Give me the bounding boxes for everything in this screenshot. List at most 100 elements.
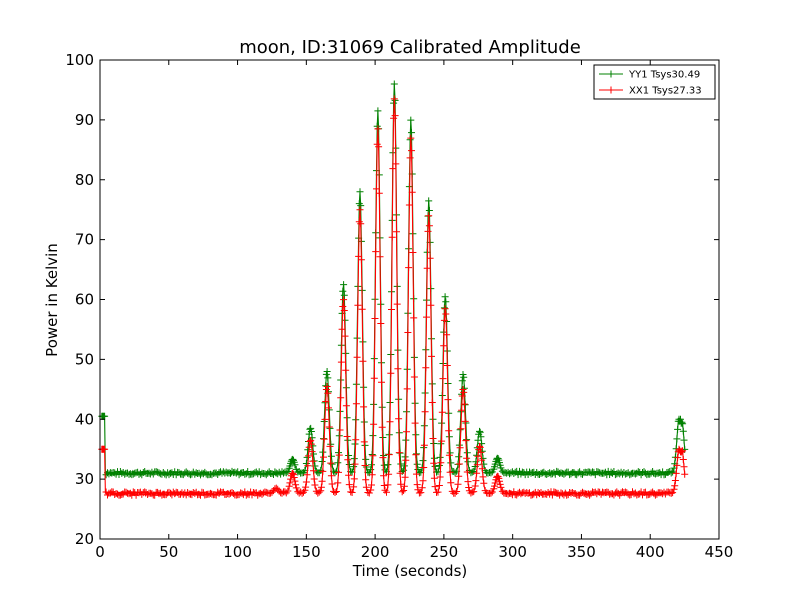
data-point: [410, 314, 418, 322]
data-point: [674, 454, 682, 462]
data-point: [679, 456, 687, 463]
data-point: [674, 425, 682, 433]
legend: YY1 Tsys30.49 XX1 Tsys27.33: [593, 64, 716, 100]
data-point: [320, 435, 328, 443]
data-point: [222, 468, 230, 476]
data-point: [295, 468, 303, 475]
data-point: [677, 448, 685, 456]
data-point: [112, 490, 120, 497]
data-point: [385, 470, 393, 478]
data-point: [370, 420, 378, 428]
data-point: [419, 477, 427, 485]
data-point: [651, 470, 659, 478]
data-point: [389, 165, 397, 173]
data-point: [558, 490, 566, 498]
data-point: [459, 386, 467, 393]
data-point: [455, 472, 463, 480]
data-point: [285, 482, 293, 490]
data-point: [171, 468, 179, 476]
data-point: [371, 315, 379, 322]
data-point: [586, 491, 594, 499]
data-point: [292, 481, 300, 489]
y-tick-label: 80: [75, 171, 94, 189]
data-point: [352, 436, 360, 444]
data-point: [496, 477, 503, 485]
data-point: [357, 256, 365, 264]
data-point: [320, 453, 327, 461]
data-point: [234, 468, 242, 476]
x-tick-label: 150: [292, 543, 321, 561]
data-point: [497, 483, 505, 491]
data-point: [307, 424, 315, 432]
data-point: [373, 185, 380, 193]
x-tick-label: 350: [567, 543, 596, 561]
data-point: [672, 469, 680, 477]
data-point: [420, 464, 428, 471]
x-tick-label: 400: [636, 543, 665, 561]
data-point: [408, 147, 415, 155]
data-point: [302, 478, 310, 486]
data-point: [440, 342, 448, 350]
y-tick-label: 20: [75, 530, 94, 548]
data-point: [317, 483, 325, 491]
data-point: [327, 452, 335, 460]
data-point: [664, 488, 672, 496]
data-point: [101, 445, 109, 453]
data-point: [303, 471, 311, 479]
data-point: [343, 433, 351, 440]
data-point: [667, 489, 675, 497]
data-point: [272, 469, 280, 477]
data-point: [639, 469, 646, 476]
data-point: [323, 383, 331, 390]
data-point: [442, 310, 450, 318]
data-point: [463, 449, 471, 457]
data-point: [497, 464, 505, 472]
data-point: [362, 483, 370, 491]
data-point: [145, 469, 153, 477]
x-tick-label: 200: [361, 543, 390, 561]
data-point: [680, 463, 688, 471]
data-point: [473, 451, 481, 459]
y-tick-label: 30: [75, 470, 94, 488]
series-0: [98, 80, 689, 479]
data-point: [311, 481, 319, 489]
data-point: [105, 470, 113, 478]
data-point: [360, 403, 368, 411]
data-point: [431, 483, 439, 491]
data-point: [345, 471, 353, 479]
data-point: [476, 428, 484, 436]
data-point: [417, 489, 425, 497]
x-tick-label: 100: [223, 543, 252, 561]
data-point: [447, 459, 455, 467]
data-point: [463, 468, 471, 476]
y-tick-label: 90: [75, 111, 94, 129]
data-point: [309, 442, 317, 450]
data-point: [478, 465, 486, 473]
data-point: [425, 207, 433, 214]
data-point: [442, 298, 450, 306]
data-point: [334, 459, 342, 467]
data-point: [677, 415, 684, 423]
data-point: [458, 406, 466, 414]
data-point: [403, 428, 410, 436]
data-point: [372, 248, 380, 256]
series-markers: [98, 80, 689, 479]
data-point: [421, 408, 429, 416]
data-point: [322, 370, 330, 378]
legend-label: YY1 Tsys30.49: [628, 70, 700, 81]
data-point: [197, 471, 204, 479]
data-point: [536, 471, 543, 478]
data-point: [436, 453, 444, 461]
data-point: [491, 482, 498, 490]
data-point: [368, 451, 376, 458]
data-point: [386, 418, 394, 426]
data-point: [388, 233, 396, 241]
data-point: [428, 399, 436, 406]
data-point: [286, 479, 294, 487]
data-point: [464, 478, 472, 486]
data-point: [239, 469, 247, 476]
data-point: [284, 487, 292, 495]
data-point: [291, 461, 299, 469]
data-point: [447, 479, 455, 487]
data-point: [393, 300, 401, 308]
